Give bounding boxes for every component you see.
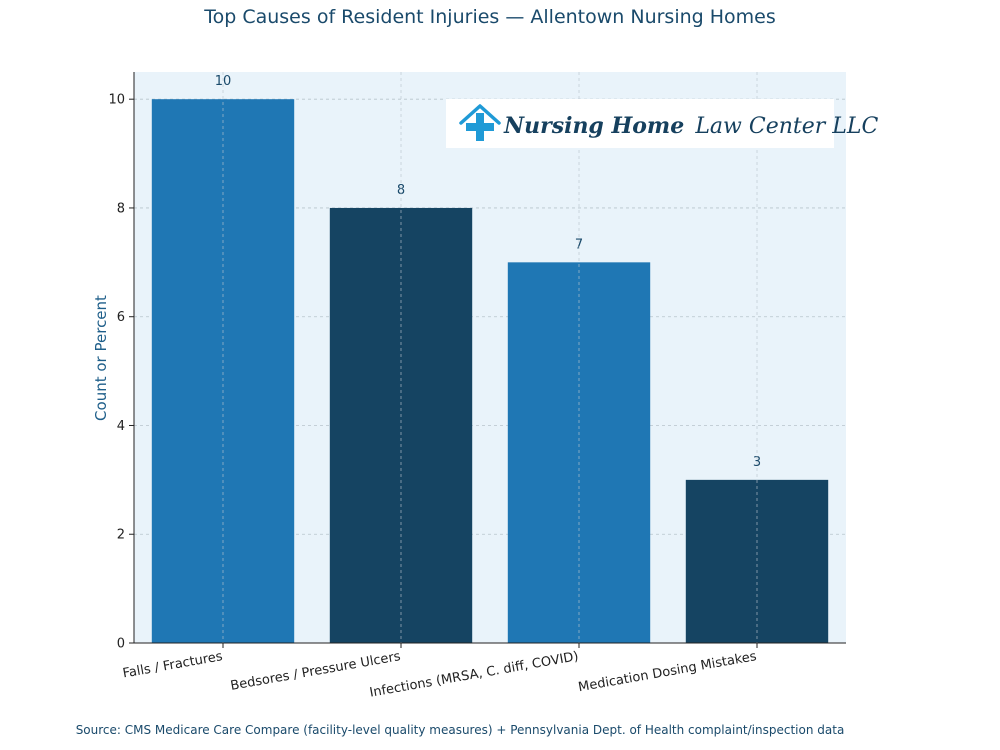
y-tick-label: 2: [117, 528, 125, 543]
source-note: Source: CMS Medicare Care Compare (facil…: [76, 723, 845, 737]
logo-text: Nursing Home Law Center LLC: [503, 113, 878, 139]
house-medical-cross-icon: [459, 104, 501, 141]
y-tick-label: 6: [117, 310, 125, 325]
logo: Nursing Home Law Center LLC: [446, 99, 878, 148]
chart-title: Top Causes of Resident Injuries — Allent…: [203, 6, 776, 28]
logo-name-bold: Nursing Home: [503, 113, 684, 139]
y-tick-label: 8: [117, 201, 125, 216]
y-tick-label: 4: [117, 419, 125, 434]
logo-box: [446, 99, 834, 148]
y-tick-label: 10: [108, 93, 125, 108]
bar-value-label: 8: [397, 183, 405, 198]
bar-value-label: 10: [215, 74, 232, 89]
y-axis-label: Count or Percent: [92, 295, 110, 421]
x-tick-label: Falls / Fractures: [122, 649, 224, 681]
bar-value-label: 7: [575, 237, 583, 252]
y-ticks: 0 2 4 6 8 10: [108, 93, 134, 652]
logo-name-light: Law Center LLC: [694, 114, 878, 139]
x-tick-labels: Falls / Fractures Bedsores / Pressure Ulc…: [122, 643, 758, 701]
x-tick-label: Medication Dosing Mistakes: [577, 649, 758, 695]
y-tick-label: 0: [117, 637, 125, 652]
bar: [685, 479, 829, 643]
